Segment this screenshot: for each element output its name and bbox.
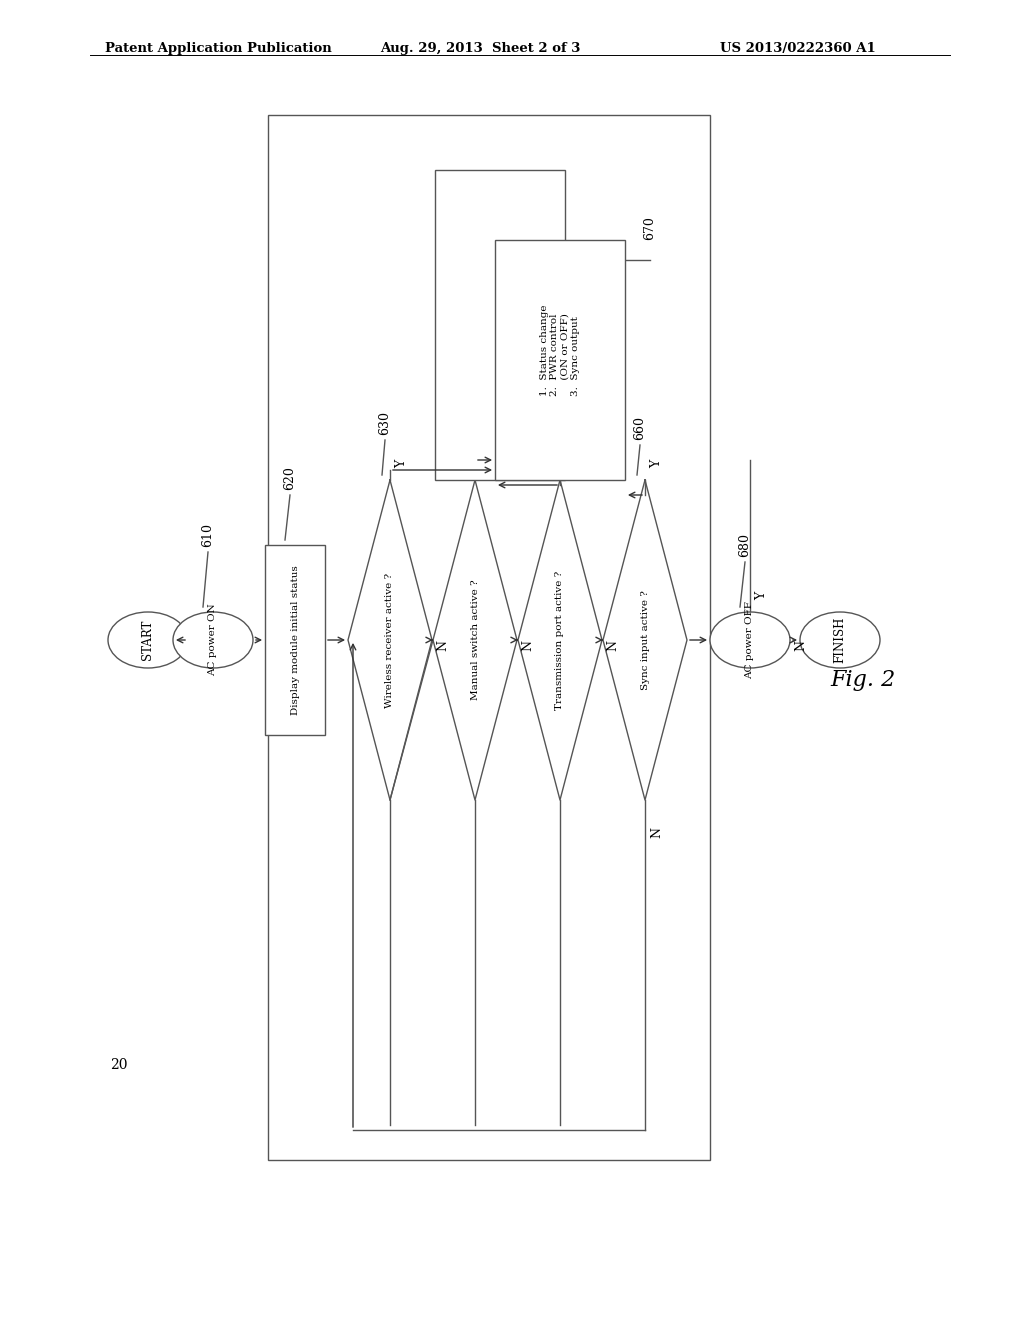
Ellipse shape: [173, 612, 253, 668]
Text: FINISH: FINISH: [834, 616, 847, 663]
Text: N: N: [436, 640, 449, 651]
Bar: [265, 545, 325, 735]
Text: Display module initial status: Display module initial status: [291, 565, 299, 715]
Text: Y: Y: [650, 459, 663, 469]
Bar: [268, 115, 710, 1160]
Text: Y: Y: [755, 591, 768, 601]
Text: AC power OFF: AC power OFF: [745, 601, 755, 678]
Text: N: N: [650, 828, 663, 838]
Text: AC power ON: AC power ON: [209, 603, 217, 676]
Text: Sync input active ?: Sync input active ?: [640, 590, 649, 690]
Text: N: N: [794, 640, 807, 651]
Text: Aug. 29, 2013  Sheet 2 of 3: Aug. 29, 2013 Sheet 2 of 3: [380, 42, 581, 55]
Text: N: N: [521, 640, 534, 651]
Text: N: N: [606, 640, 618, 651]
Text: 20: 20: [110, 1059, 128, 1072]
Text: Wireless receiver active ?: Wireless receiver active ?: [385, 573, 394, 708]
Text: Manual switch active ?: Manual switch active ?: [470, 579, 479, 701]
Text: Patent Application Publication: Patent Application Publication: [105, 42, 332, 55]
Text: 660: 660: [634, 416, 646, 440]
Text: 610: 610: [202, 523, 214, 546]
Text: 650: 650: [549, 416, 561, 440]
Text: 620: 620: [284, 466, 297, 490]
Text: 670: 670: [643, 216, 656, 240]
Text: 680: 680: [738, 533, 752, 557]
Text: US 2013/0222360 A1: US 2013/0222360 A1: [720, 42, 876, 55]
Text: Transmission port active ?: Transmission port active ?: [555, 570, 564, 710]
Text: Y: Y: [565, 459, 578, 469]
Ellipse shape: [108, 612, 188, 668]
Text: Fig. 2: Fig. 2: [830, 669, 895, 690]
Text: Y: Y: [395, 459, 408, 469]
Text: Y: Y: [480, 459, 493, 469]
Text: 630: 630: [379, 411, 391, 436]
Bar: [495, 240, 625, 480]
Text: 640: 640: [464, 416, 476, 440]
Ellipse shape: [710, 612, 790, 668]
Text: 1.  Status change
2.  PWR control
     (ON or OFF)
3.  Sync output: 1. Status change 2. PWR control (ON or O…: [540, 304, 581, 396]
Ellipse shape: [800, 612, 880, 668]
Bar: [435, 170, 565, 480]
Text: START: START: [141, 620, 155, 660]
